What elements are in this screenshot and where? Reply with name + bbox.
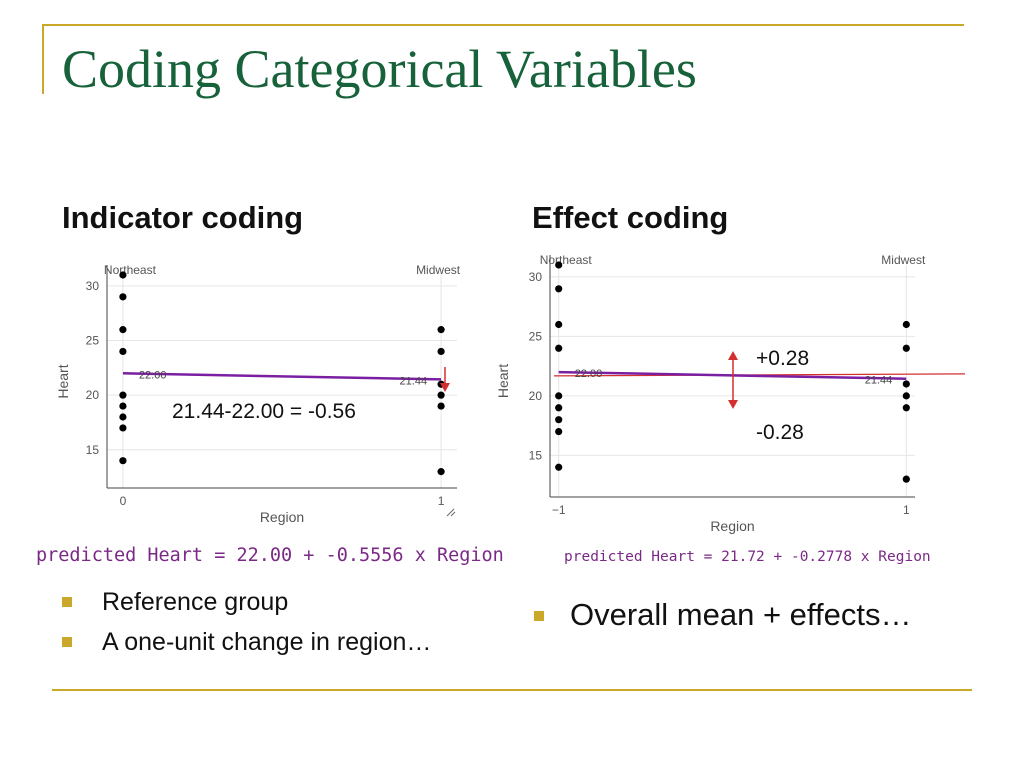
x-tick-label: 1 bbox=[903, 503, 910, 517]
data-point bbox=[437, 326, 445, 334]
data-point bbox=[902, 380, 910, 388]
y-tick-label: 30 bbox=[529, 270, 543, 284]
y-tick-label: 15 bbox=[86, 443, 100, 457]
effect-arrow-up-head bbox=[728, 351, 738, 360]
data-point bbox=[902, 344, 910, 352]
indicator-annotations: 21.44-22.00 = -0.56 bbox=[172, 367, 456, 517]
indicator-value-labels: 22.00 21.44 bbox=[139, 369, 427, 387]
data-point bbox=[555, 344, 563, 352]
y-tick-label: 25 bbox=[529, 329, 543, 343]
bullet-item: Reference group bbox=[54, 582, 431, 622]
x-tick-label: −1 bbox=[552, 503, 566, 517]
bullet-item: Overall mean + effects… bbox=[532, 595, 911, 635]
data-point bbox=[555, 285, 563, 293]
data-point bbox=[555, 427, 563, 436]
bullet-square-icon bbox=[62, 637, 72, 647]
left-rule bbox=[42, 24, 44, 94]
effect-axes bbox=[549, 255, 915, 498]
indicator-fit-line-group bbox=[122, 372, 442, 381]
data-point bbox=[119, 347, 127, 356]
effect-value-labels: 22.00 21.44 bbox=[575, 368, 893, 387]
data-point bbox=[119, 457, 127, 465]
effect-formula: predicted Heart = 21.72 + -0.2778 x Regi… bbox=[564, 549, 931, 565]
bullet-square-icon bbox=[62, 597, 72, 607]
category-label: Northeast bbox=[540, 253, 593, 267]
y-tick-label: 20 bbox=[86, 388, 100, 402]
bottom-rule bbox=[52, 689, 972, 691]
y-tick-label: 15 bbox=[529, 448, 543, 462]
right-heading: Effect coding bbox=[532, 200, 729, 235]
y-axis-title: Heart bbox=[55, 364, 71, 398]
difference-arrow-head bbox=[440, 383, 450, 392]
data-point bbox=[119, 293, 127, 301]
left-heading: Indicator coding bbox=[62, 200, 304, 235]
data-point bbox=[119, 413, 127, 421]
bullet-item: A one-unit change in region… bbox=[54, 622, 431, 662]
x-axis-title: Region bbox=[710, 518, 754, 534]
data-point bbox=[902, 320, 910, 329]
effect-arrow-down-head bbox=[728, 400, 738, 409]
effect-bullets: Overall mean + effects… bbox=[532, 595, 911, 635]
category-label: Midwest bbox=[416, 263, 461, 277]
data-point bbox=[555, 320, 563, 329]
data-point bbox=[119, 402, 127, 410]
y-tick-label: 20 bbox=[529, 389, 543, 403]
data-point bbox=[902, 475, 910, 483]
indicator-chart-svg: 15 20 25 30 0 1 Region Heart Northeast Midwest 22… bbox=[55, 263, 461, 525]
resize-handle-icon bbox=[446, 508, 456, 517]
indicator-points bbox=[119, 271, 445, 476]
value-label: 21.44 bbox=[400, 375, 428, 387]
data-point bbox=[555, 416, 563, 424]
data-point bbox=[555, 404, 563, 412]
y-tick-label: 25 bbox=[86, 334, 100, 348]
data-point bbox=[437, 468, 445, 476]
slide-title: Coding Categorical Variables bbox=[62, 39, 697, 99]
category-label: Midwest bbox=[881, 253, 926, 267]
effect-tick-labels: 15 20 25 30 −1 1 Region Heart Northeast Midwest bbox=[495, 253, 926, 534]
x-tick-label: 1 bbox=[438, 494, 445, 508]
top-rule bbox=[42, 24, 964, 26]
x-axis-title: Region bbox=[260, 509, 304, 525]
data-point bbox=[555, 463, 563, 471]
indicator-coding-chart: 15 20 25 30 0 1 Region Heart Northeast Midwest 22… bbox=[50, 255, 470, 525]
value-label: 22.00 bbox=[139, 369, 167, 381]
effect-coding-chart: 15 20 25 30 −1 1 Region Heart Northeast Midwest 2… bbox=[490, 250, 970, 535]
y-tick-label: 30 bbox=[86, 279, 100, 293]
effect-points bbox=[555, 261, 910, 483]
category-label: Northeast bbox=[104, 263, 157, 277]
data-point bbox=[119, 391, 127, 399]
value-label: 22.00 bbox=[575, 368, 603, 380]
bullet-text: Overall mean + effects… bbox=[570, 597, 912, 632]
indicator-formula: predicted Heart = 22.00 + -0.5556 x Regi… bbox=[36, 545, 504, 566]
data-point bbox=[437, 391, 445, 399]
data-point bbox=[119, 424, 127, 432]
minus-effect-label: -0.28 bbox=[756, 421, 804, 444]
indicator-tick-labels: 15 20 25 30 0 1 Region Heart Northeast Midwest bbox=[55, 263, 461, 525]
effect-fit-line-group bbox=[553, 370, 966, 380]
effect-chart-svg: 15 20 25 30 −1 1 Region Heart Northeast Midwest 2… bbox=[495, 253, 966, 534]
indicator-bullets: Reference group A one-unit change in reg… bbox=[54, 582, 431, 662]
value-label: 21.44 bbox=[865, 375, 893, 387]
plus-effect-label: +0.28 bbox=[756, 347, 809, 370]
data-point bbox=[902, 404, 910, 412]
data-point bbox=[119, 326, 127, 334]
regression-line bbox=[122, 372, 442, 381]
bullet-text: A one-unit change in region… bbox=[102, 628, 432, 656]
data-point bbox=[437, 347, 445, 356]
difference-annotation: 21.44-22.00 = -0.56 bbox=[172, 400, 356, 423]
data-point bbox=[902, 392, 910, 400]
indicator-axes bbox=[106, 265, 457, 489]
data-point bbox=[555, 392, 563, 400]
bullet-square-icon bbox=[534, 611, 544, 621]
x-tick-label: 0 bbox=[120, 494, 127, 508]
data-point bbox=[119, 271, 127, 279]
bullet-text: Reference group bbox=[102, 588, 289, 616]
data-point bbox=[555, 261, 563, 269]
y-axis-title: Heart bbox=[495, 364, 511, 398]
effect-annotations: +0.28 -0.28 bbox=[728, 347, 809, 444]
data-point bbox=[437, 402, 445, 410]
